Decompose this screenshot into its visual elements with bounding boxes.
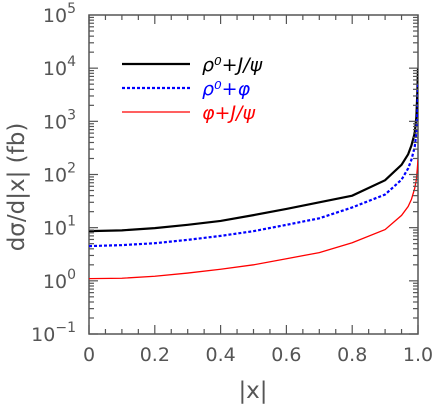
x-tick-label: 0 (83, 344, 95, 366)
x-axis-title: |x| (238, 378, 267, 404)
y-tick-label: 100 (43, 267, 76, 293)
y-tick-label: 105 (43, 1, 76, 27)
series-line-3 (89, 159, 418, 280)
y-tick-label: 103 (43, 107, 76, 133)
y-tick-exponent: 0 (67, 267, 76, 283)
x-tick-label: 0.2 (140, 344, 170, 366)
y-tick-exponent: 5 (67, 1, 76, 17)
legend-label: ρ⁰+J/ψ (202, 54, 263, 76)
y-axis-title: dσ/d|x| (fb) (4, 123, 30, 252)
y-tick-exponent: 4 (67, 54, 76, 70)
y-tick-exponent: −1 (55, 320, 76, 336)
x-tick-label: 0.6 (271, 344, 301, 366)
series-line-1 (89, 68, 418, 233)
y-tick-label: 102 (43, 161, 76, 187)
y-tick-label: 104 (43, 54, 76, 80)
y-tick-exponent: 3 (67, 107, 76, 123)
x-tick-label: 1.0 (403, 344, 433, 366)
series-layer (89, 68, 418, 280)
legend-label: ρ⁰+φ (202, 78, 251, 100)
y-tick-exponent: 1 (67, 214, 76, 230)
legend-label: φ+J/ψ (202, 102, 255, 124)
x-tick-label: 0.4 (205, 344, 235, 366)
legend: ρ⁰+J/ψρ⁰+φφ+J/ψ (122, 54, 263, 124)
x-tick-label: 0.8 (337, 344, 367, 366)
y-tick-label: 10−1 (31, 320, 76, 346)
y-tick-exponent: 2 (67, 161, 76, 177)
series-line-2 (89, 84, 418, 248)
y-tick-label: 101 (43, 214, 76, 240)
